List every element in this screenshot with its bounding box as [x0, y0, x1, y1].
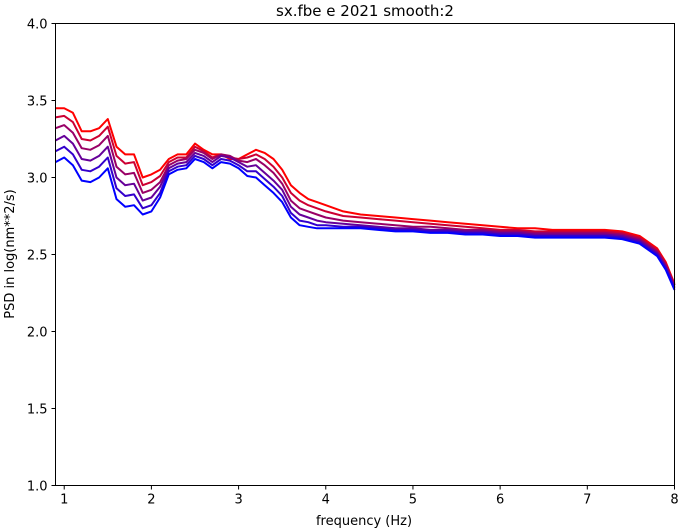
y-tick-label: 2.0	[27, 326, 48, 341]
series-layer	[55, 107, 676, 291]
x-tick-label: 5	[409, 493, 417, 508]
y-tick-label: 4.0	[27, 18, 48, 33]
y-tick-label: 2.5	[27, 249, 48, 264]
chart-title: sx.fbe e 2021 smooth:2	[276, 2, 454, 20]
x-tick-label: 8	[670, 493, 678, 508]
x-tick-label: 7	[583, 493, 591, 508]
x-tick-label: 3	[234, 493, 242, 508]
y-axis-label: PSD in log(nm**2/s)	[3, 189, 18, 319]
y-tick-label: 1.0	[27, 480, 48, 495]
x-axis-label: frequency (Hz)	[316, 514, 412, 529]
y-tick-label: 3.0	[27, 172, 48, 187]
x-tick-label: 6	[496, 493, 504, 508]
series-line-2	[55, 114, 676, 286]
x-tick-label: 1	[60, 493, 68, 508]
plot-frame	[55, 23, 675, 486]
series-line-5	[55, 145, 676, 289]
x-tick-label: 4	[322, 493, 330, 508]
series-line-1	[55, 107, 676, 285]
y-tick-label: 1.5	[27, 403, 48, 418]
x-axis-ticks: 1 2 3 4 5 6 7 8	[60, 485, 679, 508]
series-line-6	[55, 156, 676, 291]
x-tick-label: 2	[147, 493, 155, 508]
series-line-3	[55, 124, 676, 286]
y-tick-label: 3.5	[27, 95, 48, 110]
series-line-4	[55, 134, 676, 288]
y-axis-ticks: 1.0 1.5 2.0 2.5 3.0 3.5 4.0	[27, 18, 56, 495]
